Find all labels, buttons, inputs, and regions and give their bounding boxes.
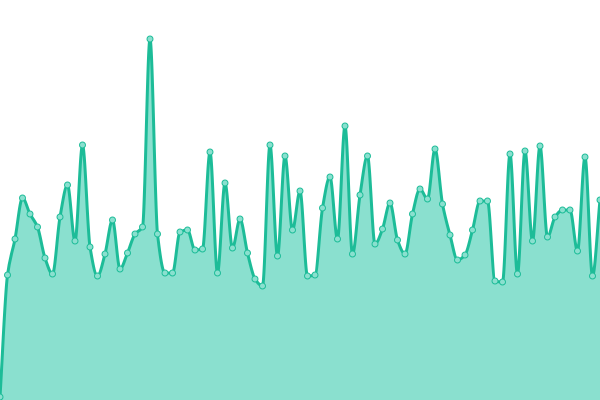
data-point-64: [476, 197, 484, 205]
data-point-5: [34, 223, 41, 231]
data-point-1: [4, 271, 11, 279]
data-point-60: [446, 231, 454, 239]
data-point-52: [386, 199, 394, 207]
data-point-33: [244, 249, 251, 257]
data-point-18: [131, 230, 139, 238]
data-point-22: [161, 269, 169, 277]
data-point-63: [469, 226, 476, 234]
data-point-65: [484, 197, 491, 205]
data-point-34: [251, 275, 259, 283]
data-point-77: [574, 247, 581, 255]
data-point-61: [454, 256, 461, 264]
data-point-69: [514, 270, 521, 278]
data-point-25: [184, 226, 191, 234]
data-point-36: [266, 141, 274, 149]
data-point-58: [431, 145, 439, 153]
data-point-20: [146, 35, 154, 43]
data-point-59: [439, 200, 446, 208]
data-point-23: [169, 269, 176, 277]
data-point-19: [139, 223, 146, 231]
data-point-49: [364, 152, 371, 160]
data-point-39: [289, 226, 296, 234]
data-point-62: [461, 251, 469, 259]
data-point-45: [334, 235, 341, 243]
data-point-16: [116, 265, 124, 273]
data-point-8: [56, 213, 64, 221]
data-point-51: [379, 225, 386, 233]
data-point-12: [86, 243, 94, 251]
data-point-41: [304, 272, 311, 280]
data-point-73: [544, 233, 551, 241]
data-point-38: [281, 152, 289, 160]
data-point-53: [394, 236, 401, 244]
data-point-17: [124, 249, 131, 257]
data-point-48: [356, 191, 364, 199]
data-point-75: [559, 206, 566, 214]
data-point-70: [521, 147, 529, 155]
data-point-78: [581, 153, 589, 161]
data-point-55: [409, 210, 416, 218]
data-point-7: [49, 270, 56, 278]
data-point-10: [71, 237, 79, 245]
data-point-27: [199, 245, 206, 253]
data-point-47: [349, 250, 356, 258]
data-point-28: [206, 148, 214, 156]
data-point-54: [401, 250, 409, 258]
data-point-67: [499, 278, 506, 286]
data-point-2: [11, 235, 19, 243]
data-point-6: [41, 254, 49, 262]
data-point-76: [566, 206, 574, 214]
data-point-74: [551, 213, 559, 221]
data-point-42: [311, 271, 319, 279]
data-point-40: [296, 187, 304, 195]
data-point-66: [491, 277, 499, 285]
data-point-71: [529, 237, 536, 245]
data-point-24: [176, 228, 184, 236]
data-point-0: [0, 393, 4, 400]
data-point-4: [26, 210, 34, 218]
data-point-31: [229, 244, 236, 252]
data-point-21: [154, 230, 161, 238]
data-point-68: [506, 150, 514, 158]
data-point-15: [109, 216, 116, 224]
data-point-79: [589, 272, 596, 280]
data-point-43: [319, 204, 326, 212]
data-point-35: [259, 282, 266, 290]
data-point-30: [221, 179, 229, 187]
data-point-26: [191, 246, 199, 254]
data-point-29: [214, 269, 221, 277]
data-point-57: [424, 195, 431, 203]
data-point-3: [19, 194, 26, 202]
data-point-72: [536, 142, 544, 150]
data-points: [0, 35, 600, 400]
data-point-14: [101, 250, 109, 258]
data-point-13: [94, 272, 101, 280]
data-point-37: [274, 252, 281, 260]
data-point-56: [416, 185, 424, 193]
area-fill: [0, 39, 600, 400]
data-point-11: [79, 141, 86, 149]
data-point-44: [326, 173, 334, 181]
data-point-50: [371, 240, 379, 248]
data-point-32: [236, 215, 244, 223]
data-point-9: [64, 181, 71, 189]
data-point-80: [596, 196, 600, 204]
data-point-46: [341, 122, 349, 130]
